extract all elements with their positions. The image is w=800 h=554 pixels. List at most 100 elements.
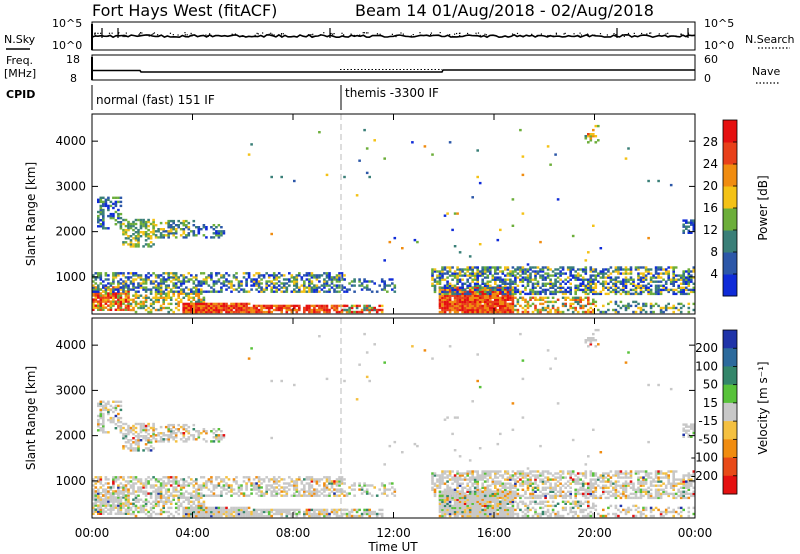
power-cell — [142, 218, 145, 222]
velocity-cell — [255, 508, 258, 512]
power-cell — [162, 306, 165, 310]
power-cell — [215, 282, 218, 285]
power-cell — [659, 292, 663, 296]
power-cell — [335, 284, 339, 287]
velocity-cell — [509, 514, 512, 518]
velocity-cell — [458, 492, 462, 495]
power-cell — [154, 224, 158, 227]
power-cell — [644, 284, 648, 287]
velocity-cell — [534, 500, 537, 503]
power-cell — [117, 302, 120, 305]
power-cell — [225, 308, 228, 312]
power-cell — [672, 310, 675, 314]
power-cell — [471, 268, 474, 271]
power-cell — [97, 225, 100, 228]
power-cell — [230, 286, 233, 289]
velocity-cell — [272, 512, 276, 516]
velocity-cell — [436, 484, 439, 487]
velocity-cell — [225, 476, 228, 479]
velocity-cell — [247, 494, 251, 497]
power-cell — [159, 308, 163, 312]
velocity-cell — [147, 510, 150, 514]
power-cell — [496, 268, 500, 271]
power-cell — [212, 232, 216, 235]
velocity-cell — [612, 512, 615, 516]
velocity-cell — [117, 500, 120, 503]
power-cell — [461, 306, 464, 310]
power-cell — [478, 274, 482, 277]
power-cell — [159, 232, 163, 235]
velocity-cell — [207, 480, 211, 483]
power-cell — [463, 282, 467, 285]
power-cell — [200, 284, 203, 287]
power-cell — [252, 306, 256, 310]
power-cell — [632, 292, 635, 296]
velocity-cell — [328, 494, 331, 497]
power-cell — [468, 255, 472, 258]
power-cell — [147, 218, 150, 222]
power-cell — [192, 308, 196, 312]
power-cell — [619, 272, 623, 275]
power-cell — [581, 288, 585, 292]
freq-trace — [91, 57, 695, 80]
velocity-cell — [597, 512, 600, 516]
power-cell — [290, 276, 294, 279]
power-cell — [511, 308, 515, 312]
colorbar-tick-label: 20 — [703, 179, 718, 193]
power-cell — [275, 282, 278, 285]
power-cell — [242, 306, 246, 310]
power-cell — [448, 296, 452, 299]
power-cell — [463, 306, 467, 310]
velocity-cell — [200, 508, 203, 512]
power-cell — [602, 280, 605, 283]
power-cell — [134, 294, 138, 297]
power-cell — [639, 276, 643, 279]
power-cell — [642, 272, 645, 275]
power-cell — [541, 278, 545, 281]
power-cell — [109, 284, 113, 287]
power-cell — [157, 282, 160, 285]
power-cell — [348, 288, 351, 291]
power-cell — [526, 278, 530, 281]
power-cell — [576, 288, 580, 292]
power-cell — [195, 292, 198, 295]
power-cell — [112, 278, 115, 281]
velocity-cell — [157, 502, 160, 505]
velocity-cell — [187, 502, 191, 505]
power-cell — [149, 274, 153, 277]
velocity-cell — [448, 486, 452, 489]
power-cell — [139, 218, 143, 222]
velocity-cell — [529, 508, 532, 512]
power-cell — [192, 296, 196, 299]
velocity-cell — [142, 490, 145, 493]
power-cell — [240, 304, 243, 308]
velocity-cell — [202, 500, 206, 503]
velocity-cell — [197, 508, 201, 512]
power-cell — [192, 302, 196, 306]
velocity-cell — [546, 510, 550, 514]
velocity-cell — [466, 514, 469, 518]
power-cell — [677, 308, 680, 312]
power-cell — [504, 286, 507, 289]
power-cell — [667, 306, 670, 310]
nsky-right-tick-bottom: 10^0 — [704, 39, 734, 52]
power-cell — [579, 300, 582, 304]
power-cell — [529, 268, 532, 271]
power-cell — [587, 296, 590, 299]
velocity-cell — [142, 510, 145, 514]
velocity-cell — [300, 482, 304, 485]
velocity-cell — [92, 490, 95, 493]
velocity-cell — [584, 508, 588, 512]
power-cell — [97, 290, 100, 293]
power-cell — [471, 308, 474, 312]
power-cell — [107, 286, 110, 289]
velocity-cell — [112, 494, 115, 497]
power-cell — [212, 308, 216, 312]
colorbar-tick-label: 28 — [703, 135, 718, 149]
power-cell — [489, 266, 492, 269]
power-cell — [546, 276, 550, 279]
power-cell — [303, 282, 306, 285]
power-cell — [190, 292, 193, 295]
power-cell — [473, 298, 477, 301]
power-cell — [282, 284, 286, 287]
